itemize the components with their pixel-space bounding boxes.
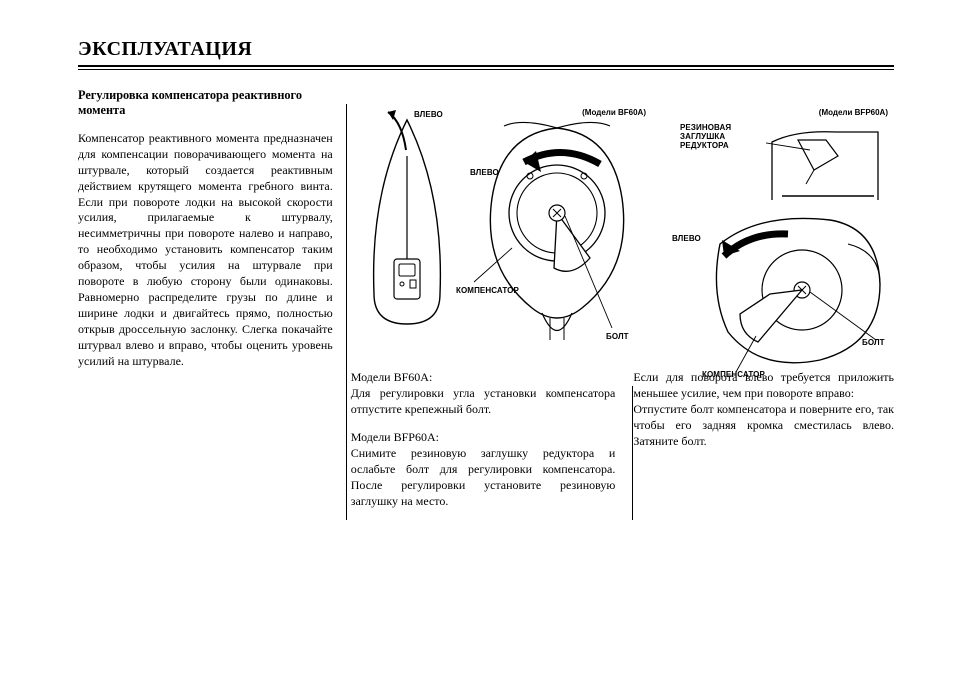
model-label-bf60a: (Модели BF60A) (582, 108, 646, 117)
label-vlevo-right: ВЛЕВО (672, 234, 701, 243)
compensator-bfp60a-svg (680, 204, 890, 374)
section-title: ЭКСПЛУАТАЦИЯ (78, 38, 894, 61)
mid-paragraph-1: Для регулировки угла установки компенсат… (351, 386, 616, 418)
column-separator-2 (632, 386, 633, 520)
column-separator-1 (346, 104, 347, 520)
mid-paragraph-2: Снимите резиновую заглушку редуктора и о… (351, 446, 616, 510)
column-left: Регулировка компенсатора реактивного мом… (78, 88, 333, 510)
model-label-bfp60a: (Модели BFP60A) (819, 108, 888, 117)
mid-heading-2: Модели BFP60A: (351, 430, 616, 446)
label-vlevo-top: ВЛЕВО (414, 110, 443, 119)
figure-right: (Модели BFP60A) РЕЗИНОВАЯ ЗАГЛУШКА РЕДУК… (666, 104, 888, 374)
subheading: Регулировка компенсатора реактивного мом… (78, 88, 333, 119)
rule-bottom (78, 69, 894, 70)
right-paragraph-2: Отпустите болт компенсатора и поверните … (633, 402, 894, 450)
label-kompensator-mid: КОМПЕНСАТОР (456, 286, 519, 295)
label-bolt-mid: БОЛТ (606, 332, 629, 341)
page: ЭКСПЛУАТАЦИЯ Регулировка компенсатора ре… (0, 0, 954, 686)
compensator-bf60a-svg (462, 118, 652, 348)
rubber-plug-svg (766, 126, 886, 208)
left-paragraph: Компенсатор реактивного момента предназн… (78, 131, 333, 370)
label-plug: РЕЗИНОВАЯ ЗАГЛУШКА РЕДУКТОРА (680, 124, 731, 150)
rule-top (78, 65, 894, 67)
figure-middle: (Модели BF60A) ВЛЕВО (354, 104, 654, 374)
label-kompensator-right: КОМПЕНСАТОР (702, 370, 765, 379)
label-vlevo-mid: ВЛЕВО (470, 168, 499, 177)
label-bolt-right: БОЛТ (862, 338, 885, 347)
